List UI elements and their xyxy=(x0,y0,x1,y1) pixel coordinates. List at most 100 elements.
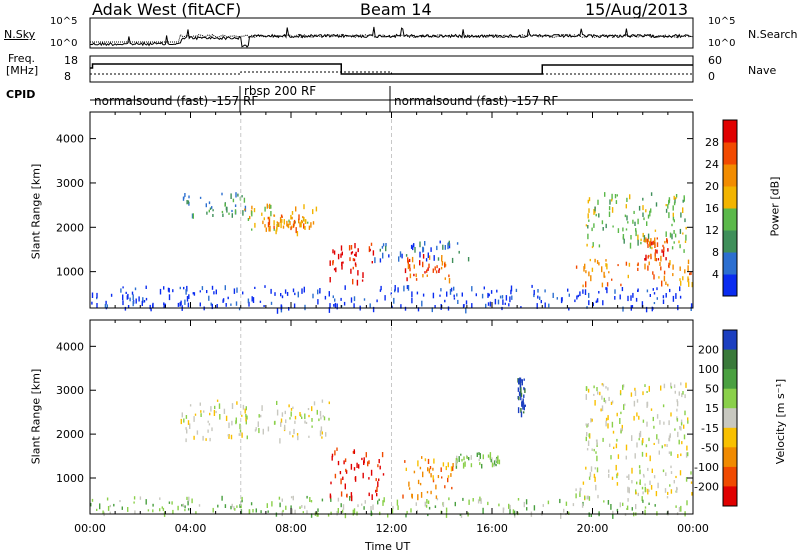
data-cell xyxy=(661,445,663,449)
colorbar-swatch xyxy=(723,408,737,429)
nave-label: Nave xyxy=(748,64,777,77)
data-cell xyxy=(626,475,628,478)
data-cell xyxy=(586,495,588,500)
data-cell xyxy=(276,227,278,232)
data-cell xyxy=(678,391,680,396)
data-cell xyxy=(675,475,677,479)
nsearch-label: N.Search xyxy=(748,28,798,41)
data-cell xyxy=(304,219,307,224)
data-cell xyxy=(417,479,420,485)
nsearch-trace xyxy=(90,33,694,43)
data-cell xyxy=(602,437,604,442)
data-cell xyxy=(471,303,473,308)
data-cell xyxy=(451,257,454,263)
data-cell xyxy=(462,462,465,469)
data-cell xyxy=(634,453,636,459)
data-cell xyxy=(307,408,310,411)
data-cell xyxy=(682,199,684,203)
data-cell xyxy=(293,428,295,435)
data-cell xyxy=(416,291,419,295)
data-cell xyxy=(432,475,434,481)
data-cell xyxy=(654,249,657,253)
data-cell xyxy=(495,458,497,462)
data-cell xyxy=(242,210,244,216)
data-cell xyxy=(611,193,613,200)
data-cell xyxy=(222,213,224,217)
data-cell xyxy=(504,302,506,305)
data-cell xyxy=(656,434,658,440)
data-cell xyxy=(665,281,667,285)
data-cell xyxy=(182,503,185,508)
data-cell xyxy=(685,477,688,482)
data-cell xyxy=(608,469,610,473)
data-cell xyxy=(126,295,128,300)
data-cell xyxy=(639,479,641,485)
data-cell xyxy=(273,228,275,231)
data-cell xyxy=(610,455,612,460)
data-cell xyxy=(634,221,636,226)
data-cell xyxy=(340,478,342,485)
data-cell xyxy=(122,300,124,306)
data-cell xyxy=(598,291,600,294)
data-cell xyxy=(586,243,588,247)
data-cell xyxy=(643,239,645,242)
data-cell xyxy=(656,249,658,254)
data-cell xyxy=(664,240,666,244)
data-cell xyxy=(186,429,188,434)
data-cell xyxy=(270,301,273,305)
data-cell xyxy=(526,507,528,511)
colorbar-swatch xyxy=(723,186,737,209)
colorbar-swatch xyxy=(723,164,737,187)
data-cell xyxy=(591,267,594,272)
data-cell xyxy=(642,391,644,396)
x-tick-label: 16:00 xyxy=(476,522,508,535)
data-cell xyxy=(644,483,646,486)
data-cell xyxy=(218,403,221,409)
data-cell xyxy=(334,473,337,479)
data-cell xyxy=(519,377,522,381)
data-cell xyxy=(452,466,454,471)
data-cell xyxy=(354,262,357,266)
data-cell xyxy=(636,412,638,417)
data-cell xyxy=(411,256,414,263)
y-tick-label: 2000 xyxy=(56,428,84,441)
data-cell xyxy=(245,413,247,417)
data-cell xyxy=(613,446,615,449)
data-cell xyxy=(284,289,287,294)
data-cell xyxy=(522,404,524,410)
data-cell xyxy=(290,408,293,411)
cpid-segment-label: normalsound (fast) -157 RF xyxy=(94,94,259,108)
data-cell xyxy=(411,297,413,304)
data-cell xyxy=(650,253,652,257)
data-cell xyxy=(588,208,590,213)
data-cell xyxy=(622,236,624,240)
data-cell xyxy=(636,481,638,485)
data-cell xyxy=(407,264,410,270)
data-cell xyxy=(680,422,683,426)
data-cell xyxy=(319,288,321,294)
data-cell xyxy=(651,468,653,473)
data-cell xyxy=(641,486,644,490)
data-cell xyxy=(385,243,387,247)
data-cell xyxy=(281,412,284,417)
data-cell xyxy=(661,280,663,287)
data-cell xyxy=(520,387,522,394)
data-cell xyxy=(268,216,271,219)
data-cell xyxy=(487,501,489,506)
data-cell xyxy=(659,420,661,425)
data-cell xyxy=(152,509,154,513)
data-cell xyxy=(651,241,653,246)
power-panel: 1000 2000 3000 4000 xyxy=(56,111,694,314)
x-tick-label: 08:00 xyxy=(275,522,307,535)
data-cell xyxy=(619,392,622,396)
data-cell xyxy=(587,495,589,500)
data-cell xyxy=(654,237,656,243)
data-cell xyxy=(683,424,685,429)
data-cell xyxy=(274,292,276,296)
data-cell xyxy=(631,435,633,441)
data-cell xyxy=(276,409,279,416)
data-cell xyxy=(234,209,237,215)
data-cell xyxy=(588,433,590,438)
data-cell xyxy=(324,295,327,300)
data-cell xyxy=(236,287,238,293)
